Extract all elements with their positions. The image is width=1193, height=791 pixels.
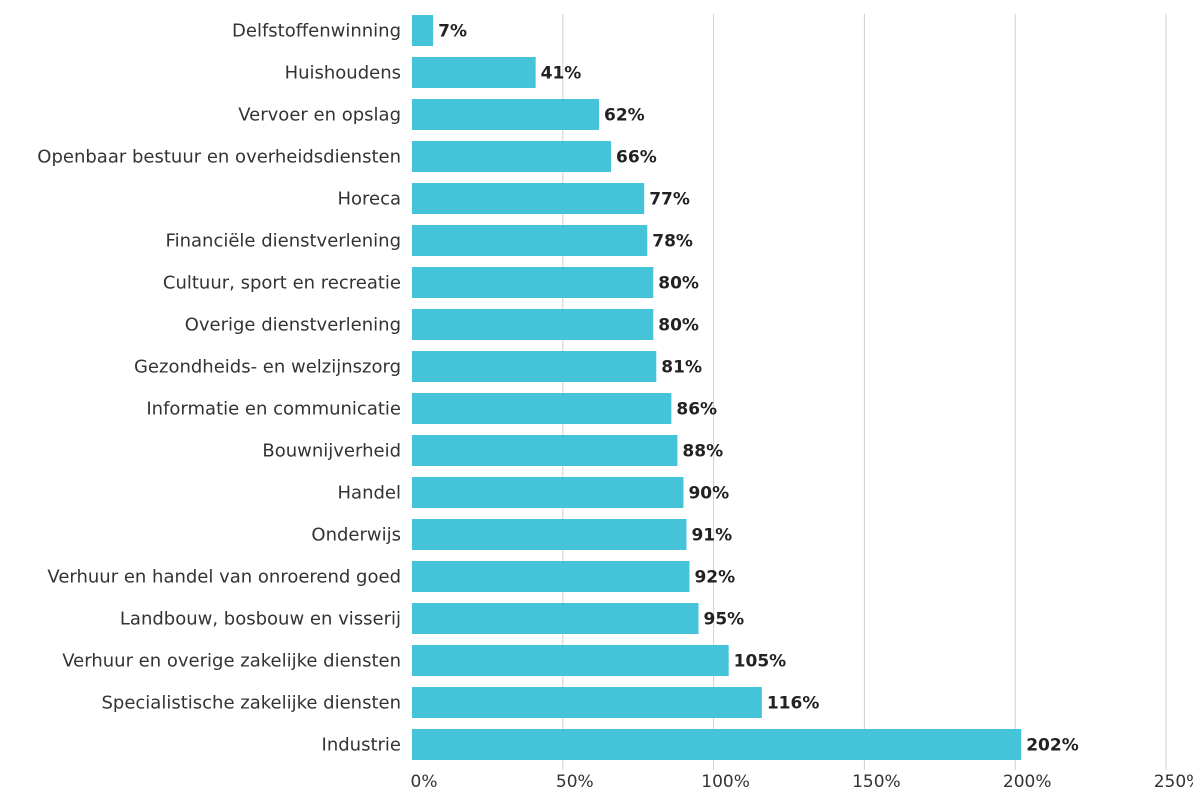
value-label: 80% xyxy=(658,274,699,294)
category-label: Horeca xyxy=(337,189,401,210)
value-label: 105% xyxy=(734,652,787,672)
value-label: 116% xyxy=(767,694,820,714)
category-label: Verhuur en overige zakelijke diensten xyxy=(62,651,401,672)
bar xyxy=(412,687,762,718)
x-axis-tick-labels: 0% 50% 100% 150% 200% 250% xyxy=(411,772,1193,791)
bar xyxy=(412,267,654,298)
value-label: 90% xyxy=(688,484,729,504)
category-labels: Delfstoffenwinning Huishoudens Vervoer en … xyxy=(37,21,401,756)
category-label: Verhuur en handel van onroerend goed xyxy=(47,567,401,588)
category-label: Bouwnijverheid xyxy=(262,441,401,462)
bar xyxy=(412,729,1022,760)
gridlines xyxy=(562,14,1167,770)
category-label: Huishoudens xyxy=(285,63,401,84)
x-tick-label: 250% xyxy=(1154,772,1193,791)
category-label: Industrie xyxy=(322,735,401,756)
x-tick-label: 100% xyxy=(701,772,750,791)
bar xyxy=(412,561,690,592)
value-label: 86% xyxy=(676,400,717,420)
value-label: 202% xyxy=(1026,736,1079,756)
bar xyxy=(412,57,536,88)
category-label: Specialistische zakelijke diensten xyxy=(101,693,401,714)
x-tick-label: 200% xyxy=(1003,772,1052,791)
category-label: Landbouw, bosbouw en visserij xyxy=(120,609,401,630)
bar xyxy=(412,15,434,46)
category-label: Cultuur, sport en recreatie xyxy=(163,273,401,294)
bar xyxy=(412,393,672,424)
category-label: Financiële dienstverlening xyxy=(166,231,401,252)
bar xyxy=(412,351,657,382)
x-tick-label: 150% xyxy=(852,772,901,791)
category-label: Delfstoffenwinning xyxy=(232,21,401,42)
bar xyxy=(412,477,684,508)
value-label: 95% xyxy=(704,610,745,630)
category-label: Informatie en communicatie xyxy=(146,399,401,420)
x-tick-label: 0% xyxy=(411,772,438,791)
value-label: 7% xyxy=(438,22,467,42)
value-label: 88% xyxy=(682,442,723,462)
bar xyxy=(412,309,654,340)
bars xyxy=(412,15,1022,760)
bar xyxy=(412,225,648,256)
value-label: 66% xyxy=(616,148,657,168)
category-label: Gezondheids- en welzijnszorg xyxy=(134,357,401,378)
value-label: 91% xyxy=(691,526,732,546)
bar xyxy=(412,645,729,676)
value-label: 92% xyxy=(694,568,735,588)
value-labels: 7% 41% 62% 66% 77% 78% 80% 80% 81% 86% 88% 90% 91% 92… xyxy=(438,22,1079,756)
category-label: Openbaar bestuur en overheidsdiensten xyxy=(37,147,401,168)
category-label: Vervoer en opslag xyxy=(238,105,401,126)
bar xyxy=(412,603,699,634)
bar xyxy=(412,435,678,466)
x-tick-label: 50% xyxy=(556,772,594,791)
value-label: 77% xyxy=(649,190,690,210)
value-label: 80% xyxy=(658,316,699,336)
value-label: 78% xyxy=(652,232,693,252)
bar xyxy=(412,183,645,214)
value-label: 41% xyxy=(541,64,582,84)
category-label: Handel xyxy=(338,483,401,504)
bar xyxy=(412,141,612,172)
bar xyxy=(412,519,687,550)
value-label: 62% xyxy=(604,106,645,126)
category-label: Overige dienstverlening xyxy=(185,315,401,336)
value-label: 81% xyxy=(661,358,702,378)
bar xyxy=(412,99,599,130)
category-label: Onderwijs xyxy=(311,525,401,546)
